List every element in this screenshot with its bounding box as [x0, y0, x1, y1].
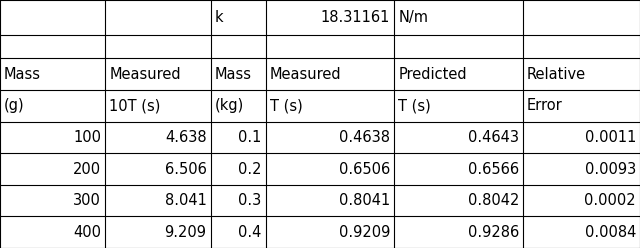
- Text: 0.4: 0.4: [238, 225, 262, 240]
- Text: N/m: N/m: [398, 10, 428, 25]
- Text: Relative: Relative: [527, 67, 586, 82]
- Text: 0.6506: 0.6506: [339, 161, 390, 177]
- Text: Mass: Mass: [214, 67, 252, 82]
- Text: Predicted: Predicted: [398, 67, 467, 82]
- Text: Mass: Mass: [4, 67, 41, 82]
- Text: 0.4638: 0.4638: [339, 130, 390, 145]
- Text: 4.638: 4.638: [165, 130, 207, 145]
- Text: 300: 300: [74, 193, 101, 208]
- Text: 100: 100: [74, 130, 101, 145]
- Text: 8.041: 8.041: [164, 193, 207, 208]
- Text: 0.3: 0.3: [238, 193, 262, 208]
- Text: Error: Error: [527, 98, 563, 113]
- Text: 0.8042: 0.8042: [468, 193, 519, 208]
- Text: 18.31161: 18.31161: [321, 10, 390, 25]
- Text: 0.8041: 0.8041: [339, 193, 390, 208]
- Text: 6.506: 6.506: [164, 161, 207, 177]
- Text: 400: 400: [74, 225, 101, 240]
- Text: 0.6566: 0.6566: [468, 161, 519, 177]
- Text: T (s): T (s): [398, 98, 431, 113]
- Text: 10T (s): 10T (s): [109, 98, 161, 113]
- Text: 0.9286: 0.9286: [468, 225, 519, 240]
- Text: Measured: Measured: [109, 67, 181, 82]
- Text: (g): (g): [4, 98, 24, 113]
- Text: (kg): (kg): [214, 98, 244, 113]
- Text: k: k: [214, 10, 223, 25]
- Text: 0.0084: 0.0084: [584, 225, 636, 240]
- Text: 0.9209: 0.9209: [339, 225, 390, 240]
- Text: 0.0093: 0.0093: [585, 161, 636, 177]
- Text: 0.4643: 0.4643: [468, 130, 519, 145]
- Text: 9.209: 9.209: [164, 225, 207, 240]
- Text: 0.1: 0.1: [238, 130, 262, 145]
- Text: 0.2: 0.2: [238, 161, 262, 177]
- Text: 200: 200: [73, 161, 101, 177]
- Text: Measured: Measured: [269, 67, 341, 82]
- Text: 0.0011: 0.0011: [584, 130, 636, 145]
- Text: 0.0002: 0.0002: [584, 193, 636, 208]
- Text: T (s): T (s): [269, 98, 302, 113]
